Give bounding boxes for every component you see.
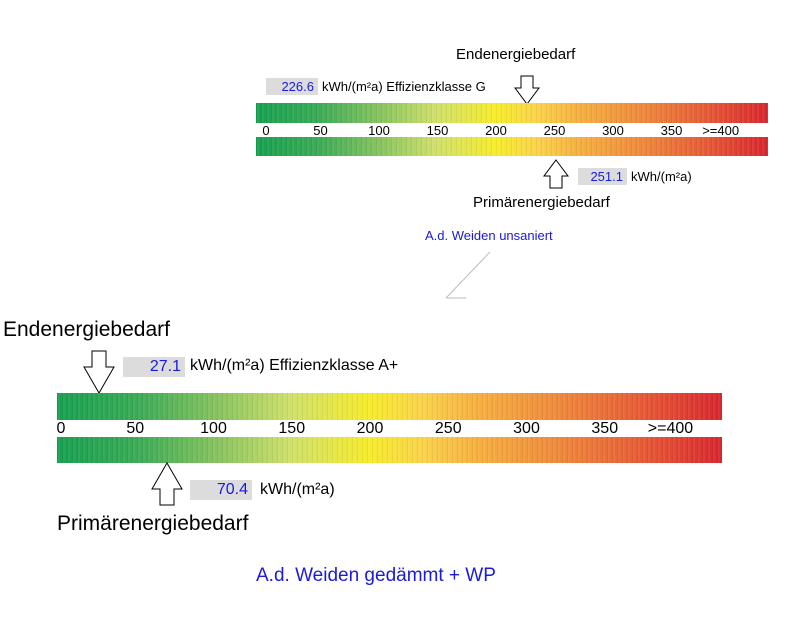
axis-tick-label: >=400	[647, 420, 694, 437]
axis-ticks: 0 50 100 150 200 250 300 350 >=400	[0, 123, 810, 138]
scenario-title: A.d. Weiden unsaniert	[425, 228, 553, 243]
axis-tick-label: 0	[262, 123, 270, 138]
axis-tick-label: 50	[313, 123, 328, 138]
end-energy-unit: kWh/(m²a) Effizienzklasse G	[322, 79, 486, 94]
energy-scale-top-band	[256, 103, 768, 123]
axis-tick-label: 150	[426, 123, 449, 138]
axis-tick-label: 250	[434, 420, 462, 437]
axis-tick-label: 200	[356, 420, 384, 437]
end-energy-value: 27.1	[123, 357, 185, 377]
axis-tick-label: 300	[513, 420, 540, 437]
energy-scale-bottom-band	[57, 437, 722, 463]
axis-ticks: 0 50 100 150 200 250 300 350 >=400	[0, 420, 810, 437]
end-energy-arrow-icon	[83, 350, 116, 395]
axis-tick-label: 350	[591, 420, 619, 437]
end-energy-label: Endenergiebedarf	[456, 46, 576, 63]
primary-energy-unit: kWh/(m²a)	[260, 481, 335, 498]
primary-energy-value: 70.4	[190, 480, 252, 500]
axis-tick-label: 150	[278, 420, 306, 437]
axis-tick-label: 100	[200, 420, 227, 437]
primary-energy-value: 251.1	[578, 168, 627, 185]
energy-scale-top-band	[57, 393, 722, 420]
axis-tick-label: 200	[485, 123, 507, 138]
primary-energy-label: Primärenergiebedarf	[473, 194, 610, 211]
axis-tick-label: >=400	[702, 123, 740, 138]
end-energy-label: Endenergiebedarf	[3, 318, 170, 341]
end-energy-value: 226.6	[266, 78, 318, 95]
axis-tick-label: 250	[543, 123, 566, 138]
axis-tick-label: 0	[56, 420, 66, 437]
axis-tick-label: 350	[660, 123, 683, 138]
primary-energy-arrow-icon	[542, 159, 569, 189]
scenario-title: A.d. Weiden gedämmt + WP	[256, 565, 496, 586]
transition-arrow-icon	[445, 251, 491, 299]
end-energy-arrow-icon	[514, 75, 541, 105]
primary-energy-label: Primärenergiebedarf	[57, 512, 249, 535]
primary-energy-arrow-icon	[151, 461, 184, 506]
axis-tick-label: 100	[368, 123, 390, 138]
energy-scale-bottom-band	[256, 137, 768, 156]
axis-tick-label: 50	[126, 420, 145, 437]
axis-tick-label: 300	[602, 123, 624, 138]
end-energy-unit: kWh/(m²a) Effizienzklasse A+	[190, 357, 399, 374]
primary-energy-unit: kWh/(m²a)	[631, 169, 692, 184]
